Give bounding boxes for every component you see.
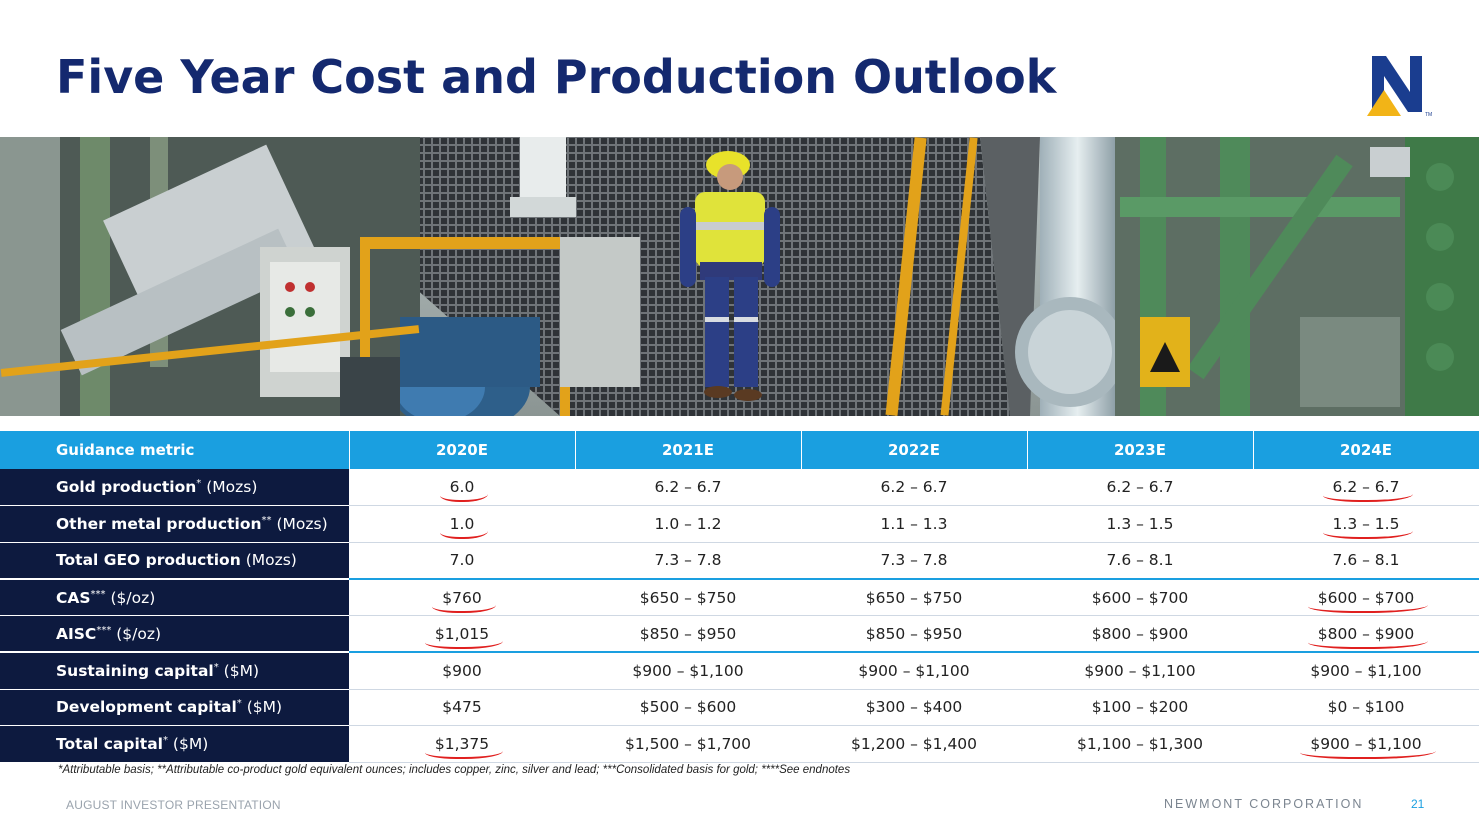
table-cell: $800 – $900 <box>1253 615 1479 654</box>
page-number: 21 <box>1411 797 1425 811</box>
table-cell: 1.3 – 1.5 <box>1253 505 1479 543</box>
table-cell: $475 <box>349 689 575 727</box>
table-cell: $850 – $950 <box>801 615 1027 654</box>
table-cell: $1,500 – $1,700 <box>575 725 801 763</box>
table-row: Sustaining capital* ($M) $900 $900 – $1,… <box>0 652 1479 690</box>
row-label: Gold production* (Mozs) <box>0 469 349 507</box>
table-cell: $0 – $100 <box>1253 689 1479 727</box>
table-cell: $1,100 – $1,300 <box>1027 725 1253 763</box>
table-cell: $800 – $900 <box>1027 615 1253 654</box>
table-cell: $300 – $400 <box>801 689 1027 727</box>
table-cell: 7.0 <box>349 542 575 581</box>
table-footnote: *Attributable basis; **Attributable co-p… <box>58 764 851 776</box>
column-header-2022e: 2022E <box>801 431 1028 469</box>
table-cell: $650 – $750 <box>801 579 1027 617</box>
row-label: Total capital* ($M) <box>0 725 349 763</box>
table-cell: $900 – $1,100 <box>1027 652 1253 690</box>
table-cell: $500 – $600 <box>575 689 801 727</box>
row-label: Other metal production** (Mozs) <box>0 505 349 543</box>
table-row: Gold production* (Mozs) 6.0 6.2 – 6.7 6.… <box>0 469 1479 507</box>
table-cell: $650 – $750 <box>575 579 801 617</box>
table-cell: 6.2 – 6.7 <box>801 469 1027 507</box>
table-cell: $900 – $1,100 <box>801 652 1027 690</box>
table-cell: 6.2 – 6.7 <box>1253 469 1479 507</box>
column-header-2024e: 2024E <box>1253 431 1479 469</box>
table-row: Development capital* ($M) $475 $500 – $6… <box>0 689 1479 727</box>
table-cell: 7.3 – 7.8 <box>801 542 1027 581</box>
table-cell: $900 – $1,100 <box>1253 725 1479 763</box>
table-cell: $900 <box>349 652 575 690</box>
table-cell: 1.3 – 1.5 <box>1027 505 1253 543</box>
table-cell: 7.3 – 7.8 <box>575 542 801 581</box>
column-header-2021e: 2021E <box>575 431 802 469</box>
table-row: Total GEO production (Mozs) 7.0 7.3 – 7.… <box>0 542 1479 581</box>
table-cell: 7.6 – 8.1 <box>1253 542 1479 581</box>
guidance-table: Guidance metric 2020E 2021E 2022E 2023E … <box>0 431 1479 763</box>
table-cell: 1.0 <box>349 505 575 543</box>
row-label: Total GEO production (Mozs) <box>0 542 349 581</box>
table-header-row: Guidance metric 2020E 2021E 2022E 2023E … <box>0 431 1479 469</box>
table-cell: $600 – $700 <box>1253 579 1479 617</box>
table-cell: $600 – $700 <box>1027 579 1253 617</box>
hero-photo-worker-mine-site <box>0 137 1479 416</box>
table-cell: 6.0 <box>349 469 575 507</box>
table-cell: $900 – $1,100 <box>1253 652 1479 690</box>
table-row: Total capital* ($M) $1,375 $1,500 – $1,7… <box>0 725 1479 763</box>
table-cell: $760 <box>349 579 575 617</box>
table-cell: $850 – $950 <box>575 615 801 654</box>
slide-title: Five Year Cost and Production Outlook <box>56 50 1057 104</box>
column-header-2020e: 2020E <box>349 431 576 469</box>
table-row: CAS*** ($/oz) $760 $650 – $750 $650 – $7… <box>0 579 1479 617</box>
svg-text:TM: TM <box>1425 112 1432 118</box>
row-label: Development capital* ($M) <box>0 689 349 727</box>
table-cell: 7.6 – 8.1 <box>1027 542 1253 581</box>
column-header-2023e: 2023E <box>1027 431 1254 469</box>
row-label: CAS*** ($/oz) <box>0 579 349 617</box>
table-row: AISC*** ($/oz) $1,015 $850 – $950 $850 –… <box>0 615 1479 654</box>
table-cell: $1,015 <box>349 615 575 654</box>
row-label: Sustaining capital* ($M) <box>0 652 349 690</box>
table-row: Other metal production** (Mozs) 1.0 1.0 … <box>0 505 1479 543</box>
column-header-metric: Guidance metric <box>0 431 350 469</box>
newmont-logo: TM <box>1367 56 1432 118</box>
footer-company-name: NEWMONT CORPORATION <box>1164 797 1364 811</box>
table-cell: 6.2 – 6.7 <box>1027 469 1253 507</box>
row-label: AISC*** ($/oz) <box>0 615 349 654</box>
table-cell: 1.0 – 1.2 <box>575 505 801 543</box>
table-cell: 6.2 – 6.7 <box>575 469 801 507</box>
table-cell: $900 – $1,100 <box>575 652 801 690</box>
table-cell: $1,375 <box>349 725 575 763</box>
table-cell: $100 – $200 <box>1027 689 1253 727</box>
table-cell: 1.1 – 1.3 <box>801 505 1027 543</box>
table-cell: $1,200 – $1,400 <box>801 725 1027 763</box>
footer-presentation-name: AUGUST INVESTOR PRESENTATION <box>66 798 281 812</box>
